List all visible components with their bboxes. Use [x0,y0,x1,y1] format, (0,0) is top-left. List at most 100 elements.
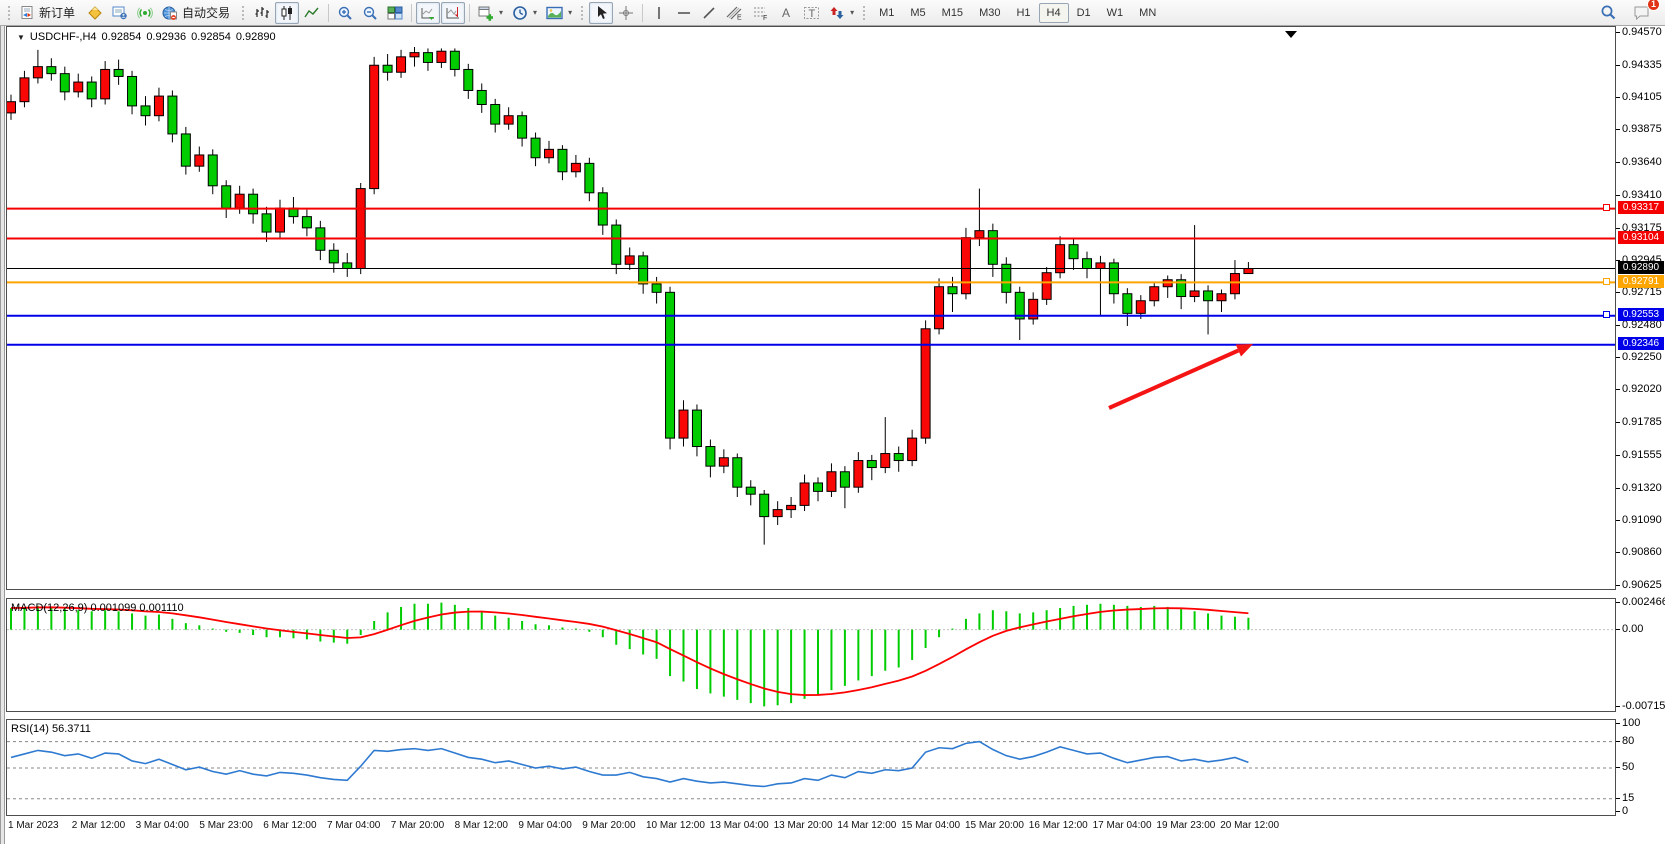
price-chart-canvas[interactable] [7,27,1615,589]
notifications-button[interactable]: 1 [1629,0,1660,24]
toolbar-grip[interactable] [862,4,868,21]
macd-scale-label: -0.007157 [1622,700,1665,712]
vertical-line-tool-button[interactable] [647,2,671,24]
cursor-arrow-icon [594,5,608,20]
arrows-tool-button[interactable]: ▾ [825,2,858,24]
bull-candle [19,77,30,103]
auto-scroll-button[interactable] [416,1,441,24]
bear-candle [1068,244,1079,260]
timeframe-button-d1[interactable]: D1 [1076,6,1091,19]
price-tick-label: 0.94570 [1622,26,1662,38]
bear-candle [987,230,998,265]
price-tick-label: 0.91785 [1622,416,1662,429]
text-label-tool-button[interactable]: T [799,2,824,24]
annotation-arrow-shaft[interactable] [1108,348,1240,410]
candlestick-mode-button[interactable] [275,1,300,24]
bar-chart-mode-button[interactable] [250,2,274,24]
navigator-button[interactable] [133,2,157,24]
price-axis[interactable]: 0.94570 0.94335 0.94105 0.93875 0.93640 0.934… [1616,26,1665,844]
bull-candle [974,230,985,239]
bear-candle [759,493,770,518]
chart-shift-marker[interactable] [1285,31,1297,38]
new-chart-button[interactable]: ▾ [474,2,507,24]
fibonacci-tool-button[interactable]: F [748,2,773,24]
toolbar-grip[interactable] [241,4,247,21]
price-tick-label: 0.91090 [1622,513,1662,526]
metaeditor-button[interactable] [83,2,107,24]
new-order-button[interactable]: 新订单 [16,2,82,24]
bull-candle [570,162,581,173]
templates-button[interactable]: ▾ [542,2,576,24]
timeframe-button-w1[interactable]: W1 [1106,6,1124,19]
bear-candle [638,255,649,285]
toolbar-grip[interactable] [7,4,12,21]
main-chart-pane[interactable]: ▼ USDCHF-,H4 0.92854 0.92936 0.92854 0.9… [6,26,1616,590]
bear-candle [127,75,138,107]
line-chart-mode-button[interactable] [300,2,324,24]
price-tick-label: 0.92480 [1622,318,1662,331]
bear-candle [1082,258,1092,269]
axis-tick [1616,723,1620,724]
search-button[interactable] [1596,2,1621,24]
timeframe-button-m5[interactable]: M5 [910,6,926,19]
rsi-pane[interactable]: RSI(14) 56.3711 [6,719,1616,816]
rsi-canvas[interactable] [7,720,1615,815]
text-icon: A [779,5,793,20]
horizontal-line-tool-button[interactable] [672,2,696,24]
dropdown-caret: ▾ [568,8,573,17]
bear-candle [557,148,568,173]
text-tool-button[interactable]: A [774,2,798,24]
macd-scale-label: 0.002466 [1622,596,1665,608]
tile-windows-button[interactable] [383,2,407,24]
arrow-objects-icon [829,5,845,21]
bear-candle [342,262,353,269]
clock-icon [512,5,528,21]
time-axis-label: 7 Mar 04:00 [327,820,381,831]
axis-tick [1616,129,1620,131]
macd-canvas[interactable] [7,599,1615,711]
chevron-down-icon[interactable]: ▼ [17,32,25,42]
crosshair-button[interactable] [614,2,638,24]
level-line-handle[interactable] [1603,204,1610,212]
cursor-button[interactable] [589,1,614,24]
toolbar-grip[interactable] [580,4,586,21]
timeframe-button-h4[interactable]: H4 [1038,2,1069,23]
time-axis-label: 9 Mar 04:00 [518,820,572,831]
timeframe-button-m15[interactable]: M15 [941,6,964,19]
time-axis[interactable]: 1 Mar 2023 2 Mar 12:00 3 Mar 04:00 5 Mar 23… [6,818,1616,836]
price-tick-label: 0.93410 [1622,188,1662,201]
zoom-in-button[interactable] [333,2,357,24]
timeframe-button-m30[interactable]: M30 [979,6,1001,19]
time-axis-label: 17 Mar 04:00 [1092,820,1152,831]
level-line-handle[interactable] [1603,277,1610,285]
level-line-handle[interactable] [1603,311,1610,319]
timeframe-button-h1[interactable]: H1 [1016,6,1031,19]
bear-candle [1176,279,1187,298]
timeframe-button-mn[interactable]: MN [1139,6,1157,19]
macd-pane[interactable]: MACD(12,26,9) 0.001099 0.001110 [6,598,1616,712]
axis-tick [1616,797,1620,799]
window-left-edge[interactable] [0,26,5,844]
price-tag: 0.92791 [1618,274,1664,288]
auto-trading-button[interactable]: 自动交易 [158,2,237,24]
equidistant-channel-icon: E [726,5,743,21]
bear-candle [261,213,272,233]
bear-candle [86,81,97,100]
channel-tool-button[interactable]: E [722,2,747,24]
bull-candle [624,255,635,265]
new-chart-icon [478,5,494,21]
bear-candle [140,105,151,117]
line-chart-icon [304,5,320,21]
market-watch-button[interactable] [108,2,132,24]
trendline-tool-button[interactable] [697,2,721,24]
bull-candle [544,148,554,159]
bull-candle [369,64,380,190]
axis-tick [1616,706,1620,707]
chart-shift-button[interactable] [441,1,466,24]
bear-candle [665,291,676,439]
annotation-arrow-head[interactable] [1235,344,1253,357]
bull-candle [503,115,514,125]
timeframe-button-m1[interactable]: M1 [879,6,895,19]
zoom-out-button[interactable] [358,2,382,24]
periods-button[interactable]: ▾ [508,2,541,24]
